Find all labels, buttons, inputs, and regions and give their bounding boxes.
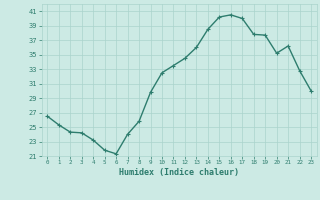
X-axis label: Humidex (Indice chaleur): Humidex (Indice chaleur) xyxy=(119,168,239,177)
